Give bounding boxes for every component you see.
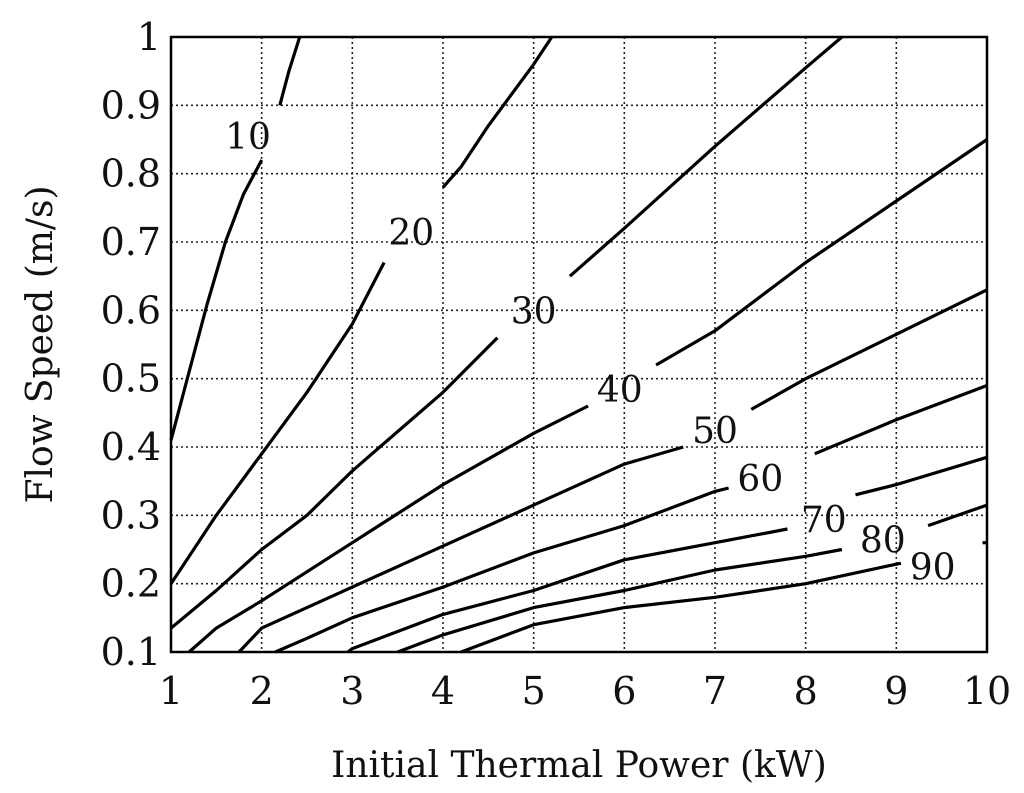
- contour-label-10: 10: [225, 117, 271, 158]
- x-tick-6: 6: [612, 669, 636, 713]
- x-tick-3: 3: [340, 669, 364, 713]
- contour-line-30-seg-1: [568, 35, 843, 278]
- x-axis-title: Initial Thermal Power (kW): [331, 745, 827, 786]
- x-tick-1: 1: [159, 669, 183, 713]
- y-tick-0.1: 0.1: [101, 630, 161, 674]
- y-tick-0.9: 0.9: [101, 83, 161, 127]
- y-tick-0.5: 0.5: [101, 357, 161, 401]
- contour-label-90: 90: [910, 548, 956, 589]
- y-tick-0.6: 0.6: [101, 288, 161, 332]
- contour-line-70-seg-1: [855, 455, 988, 497]
- contour-line-80-seg-0: [397, 547, 843, 654]
- contour-label-80: 80: [860, 520, 906, 561]
- y-tick-labels: 0.1 0.2 0.3 0.4 0.5 0.6 0.7 0.8 0.9 1: [101, 15, 161, 674]
- x-tick-2: 2: [250, 669, 274, 713]
- x-tick-5: 5: [522, 669, 546, 713]
- contour-line-20-seg-0: [169, 261, 386, 585]
- plot-frame: [169, 35, 989, 654]
- y-tick-0.7: 0.7: [101, 220, 161, 264]
- contour-label-50: 50: [692, 411, 738, 452]
- contour-line-60-seg-1: [814, 384, 988, 456]
- y-tick-0.2: 0.2: [101, 562, 161, 606]
- y-axis-title: Flow Speed (m/s): [20, 185, 61, 503]
- contour-label-20: 20: [388, 213, 434, 254]
- contour-line-30-seg-0: [169, 336, 499, 630]
- contour-label-30: 30: [511, 291, 557, 332]
- x-tick-4: 4: [431, 669, 455, 713]
- contour-line-90-seg-0: [460, 561, 902, 654]
- x-tick-labels: 1 2 3 4 5 6 7 8 9 10: [159, 669, 1011, 713]
- y-tick-0.4: 0.4: [101, 425, 161, 469]
- contour-label-70: 70: [801, 500, 847, 541]
- contour-line-10-seg-0: [169, 159, 264, 441]
- contour-line-80-seg-1: [927, 503, 988, 528]
- x-tick-8: 8: [794, 669, 818, 713]
- contour-line-70-seg-0: [346, 527, 788, 654]
- contour-label-40: 40: [597, 370, 643, 411]
- contour-line-40-seg-1: [655, 138, 988, 367]
- y-tick-0.8: 0.8: [101, 152, 161, 196]
- contour-line-40-seg-0: [188, 404, 589, 654]
- x-tick-7: 7: [703, 669, 727, 713]
- contour-line-10-seg-1: [278, 36, 302, 106]
- contour-line-50-seg-1: [750, 288, 988, 411]
- x-tick-9: 9: [884, 669, 908, 713]
- contour-label-60: 60: [737, 459, 783, 500]
- x-tick-10: 10: [963, 669, 1011, 713]
- contour-line-20-seg-1: [441, 36, 554, 189]
- contour-lines: [169, 35, 988, 654]
- y-tick-1: 1: [137, 15, 161, 59]
- contour-line-60-seg-0: [274, 486, 729, 654]
- y-tick-0.3: 0.3: [101, 493, 161, 537]
- contour-line-50-seg-0: [237, 445, 684, 654]
